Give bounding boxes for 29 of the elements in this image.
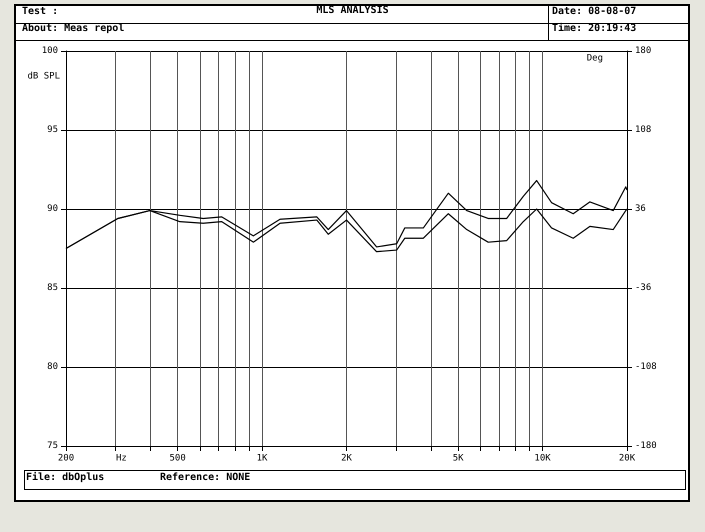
y2-tick-label: -36 [635, 283, 652, 293]
x-tick-label: 10K [534, 454, 552, 464]
y2-tick-label: 108 [635, 125, 652, 135]
text: Reference: NONE [160, 472, 250, 483]
x-tick-label: 200 [58, 454, 74, 464]
x-tick-label: 5K [452, 454, 464, 464]
x-axis-title: Hz [116, 454, 127, 464]
text: About: Meas repol [22, 23, 124, 34]
y2-tick-label: 36 [635, 204, 646, 214]
x-tick-label: 20K [618, 454, 636, 464]
y-tick-label: 75 [47, 441, 58, 451]
y2-tick-label: -108 [635, 362, 657, 372]
y2-tick-label: -180 [635, 441, 657, 451]
y-tick-label: 95 [47, 125, 58, 135]
text: Test : [22, 6, 58, 17]
y2-tick-label: 180 [635, 46, 652, 56]
x-tick-label: 1K [256, 454, 268, 464]
y-tick-label: 85 [47, 283, 58, 293]
y2-axis-title: Deg [586, 54, 603, 64]
y-axis-title: dB SPL [27, 72, 60, 82]
text: Date: 08-08-07 [552, 6, 636, 17]
x-tick-label: 2K [341, 454, 352, 464]
text: File: dbOplus [26, 472, 104, 483]
x-tick-label: 500 [169, 454, 186, 464]
y-tick-label: 90 [47, 204, 58, 214]
text: Time: 20:19:43 [552, 23, 636, 34]
chart-title: MLS ANALYSIS [316, 5, 389, 16]
y-tick-label: 100 [42, 46, 58, 56]
y-tick-label: 80 [47, 362, 58, 372]
